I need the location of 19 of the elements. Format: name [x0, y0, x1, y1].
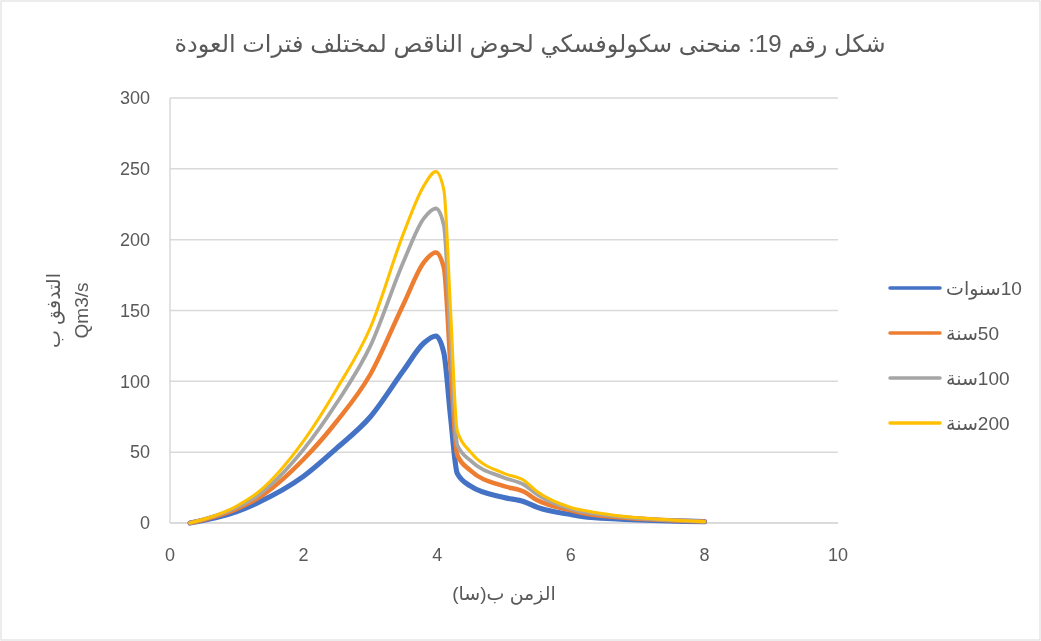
y-tick-label: 100 — [119, 371, 150, 392]
y-tick-label: 200 — [119, 229, 150, 250]
legend-label: 200سنة — [946, 412, 1010, 434]
x-axis-title: الزمن ب(سا) — [452, 583, 556, 605]
y-tick-label: 150 — [119, 300, 150, 321]
x-tick-label: 2 — [298, 545, 309, 565]
x-tick-label: 8 — [699, 545, 710, 565]
chart-title: شكل رقم 19: منحنى سكولوفسكي لحوض الناقص لمختلف فترات العودة — [174, 30, 886, 58]
x-tick-label: 6 — [565, 545, 576, 565]
y-tick-label: 0 — [139, 513, 150, 534]
y-tick-label: 50 — [129, 442, 150, 463]
legend-label: 100سنة — [946, 367, 1010, 389]
legend-label: 10سنوات — [946, 277, 1022, 300]
x-tick-label: 4 — [432, 545, 443, 565]
x-tick-label: 0 — [164, 545, 176, 565]
legend-label: 50سنة — [946, 322, 999, 344]
y-tick-label: 300 — [119, 88, 150, 109]
x-tick-label: 10 — [827, 545, 849, 565]
y-tick-label: 250 — [119, 159, 150, 180]
